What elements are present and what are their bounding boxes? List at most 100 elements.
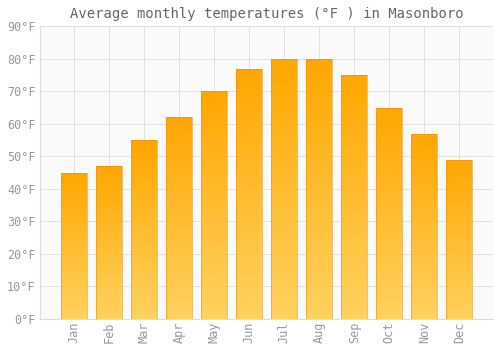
Bar xyxy=(446,239,472,241)
Bar xyxy=(341,136,367,139)
Bar xyxy=(131,192,157,194)
Bar xyxy=(341,175,367,177)
Bar xyxy=(131,278,157,280)
Bar xyxy=(236,189,262,191)
Bar xyxy=(166,242,192,244)
Bar xyxy=(271,282,297,285)
Bar xyxy=(411,302,438,304)
Bar xyxy=(166,262,192,265)
Bar xyxy=(61,262,87,263)
Bar xyxy=(96,190,122,192)
Bar xyxy=(411,143,438,145)
Bar xyxy=(306,113,332,116)
Bar xyxy=(96,317,122,319)
Bar xyxy=(376,219,402,222)
Bar xyxy=(131,251,157,253)
Bar xyxy=(411,297,438,299)
Bar xyxy=(201,148,228,150)
Bar xyxy=(61,309,87,310)
Bar xyxy=(131,281,157,283)
Bar xyxy=(446,211,472,212)
Bar xyxy=(236,186,262,189)
Bar xyxy=(411,265,438,267)
Bar xyxy=(201,310,228,312)
Bar xyxy=(96,282,122,284)
Bar xyxy=(166,119,192,121)
Bar xyxy=(306,108,332,111)
Bar xyxy=(96,275,122,276)
Bar xyxy=(341,231,367,233)
Bar xyxy=(96,311,122,313)
Bar xyxy=(131,172,157,174)
Bar xyxy=(236,226,262,229)
Bar xyxy=(61,313,87,315)
Bar xyxy=(341,214,367,217)
Bar xyxy=(96,294,122,296)
Bar xyxy=(166,254,192,257)
Bar xyxy=(201,105,228,107)
Bar xyxy=(96,264,122,265)
Bar xyxy=(61,248,87,250)
Bar xyxy=(61,219,87,221)
Bar xyxy=(61,212,87,214)
Bar xyxy=(166,198,192,200)
Bar xyxy=(236,196,262,199)
Bar xyxy=(271,303,297,306)
Bar xyxy=(201,264,228,267)
Bar xyxy=(96,235,122,236)
Bar xyxy=(96,178,122,180)
Bar xyxy=(61,221,87,222)
Bar xyxy=(411,261,438,263)
Bar xyxy=(411,200,438,202)
Bar xyxy=(166,176,192,178)
Bar xyxy=(341,112,367,114)
Bar xyxy=(61,269,87,271)
Bar xyxy=(446,169,472,171)
Bar xyxy=(201,226,228,228)
Bar xyxy=(131,167,157,169)
Bar xyxy=(306,293,332,295)
Bar xyxy=(376,182,402,184)
Bar xyxy=(236,289,262,291)
Bar xyxy=(236,194,262,196)
Bar xyxy=(376,175,402,177)
Bar xyxy=(131,183,157,185)
Bar xyxy=(341,243,367,246)
Bar xyxy=(341,77,367,80)
Bar xyxy=(341,197,367,199)
Bar xyxy=(61,177,87,178)
Bar xyxy=(201,180,228,182)
Bar xyxy=(236,184,262,186)
Bar xyxy=(131,220,157,222)
Bar xyxy=(411,282,438,284)
Bar xyxy=(236,209,262,211)
Bar xyxy=(201,303,228,305)
Bar xyxy=(271,160,297,163)
Bar xyxy=(61,217,87,218)
Bar xyxy=(166,317,192,319)
Bar xyxy=(166,180,192,182)
Bar xyxy=(306,59,332,61)
Bar xyxy=(446,168,472,169)
Bar xyxy=(446,196,472,198)
Bar xyxy=(131,317,157,319)
Bar xyxy=(446,180,472,182)
Bar xyxy=(411,219,438,221)
Bar xyxy=(61,175,87,177)
Bar xyxy=(271,111,297,113)
Bar xyxy=(96,244,122,246)
Bar xyxy=(411,161,438,163)
Bar xyxy=(271,77,297,79)
Bar xyxy=(306,301,332,303)
Bar xyxy=(411,260,438,261)
Bar xyxy=(131,144,157,146)
Bar xyxy=(341,124,367,126)
Bar xyxy=(166,305,192,307)
Bar xyxy=(306,197,332,199)
Bar xyxy=(236,216,262,219)
Bar xyxy=(131,260,157,262)
Bar xyxy=(376,228,402,230)
Bar xyxy=(96,183,122,184)
Bar xyxy=(96,299,122,301)
Bar xyxy=(166,212,192,214)
